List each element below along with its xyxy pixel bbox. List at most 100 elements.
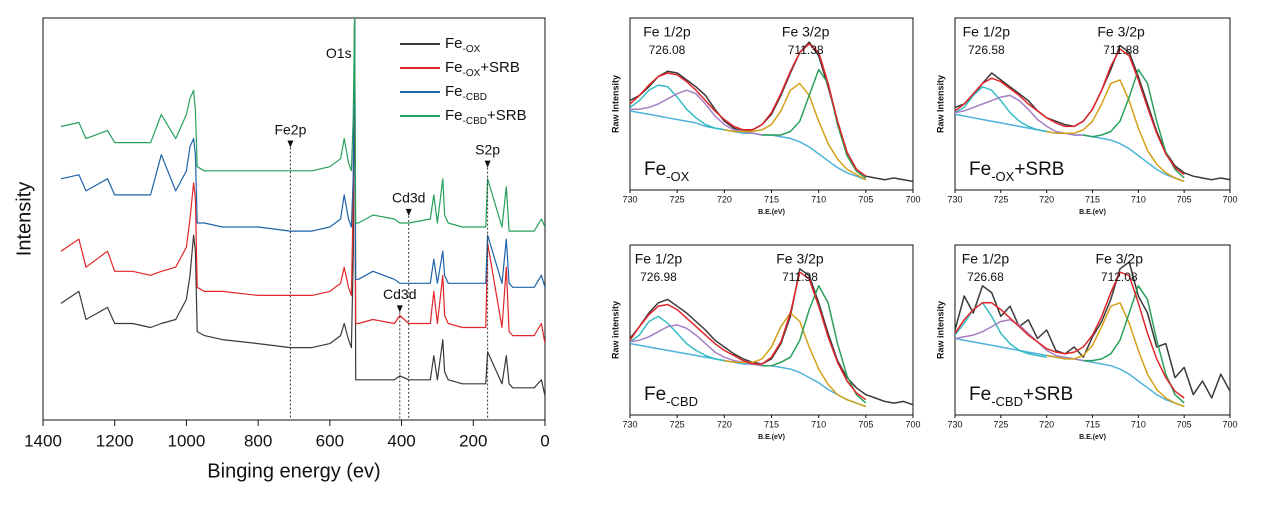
series-line xyxy=(630,315,725,362)
legend-label-suffix: +SRB xyxy=(487,107,527,124)
x-tick-label: 720 xyxy=(1039,194,1054,204)
legend-label-base: Fe xyxy=(445,107,463,124)
legend-label: Fe-CBD+SRB xyxy=(445,107,527,127)
x-tick-label: 600 xyxy=(316,431,344,450)
series-line xyxy=(955,44,1230,181)
y-axis-label: Intensity xyxy=(13,182,35,256)
legend-label: Fe-OX+SRB xyxy=(445,59,520,79)
x-tick-label: 705 xyxy=(858,194,873,204)
x-tick-label: 730 xyxy=(947,419,962,429)
x-tick-label: 0 xyxy=(540,431,549,450)
series-line xyxy=(630,110,867,181)
peak-value: 711.98 xyxy=(782,270,818,284)
x-tick-label: 710 xyxy=(811,419,826,429)
series-line xyxy=(1083,285,1185,404)
annotation: S2p xyxy=(475,141,500,157)
x-tick-label: 725 xyxy=(993,419,1008,429)
series-line xyxy=(955,271,1185,399)
x-tick-label: 715 xyxy=(1085,194,1100,204)
legend-label-base: Fe xyxy=(445,59,463,76)
legend-label-sub: -CBD xyxy=(463,116,487,127)
x-axis-label: B.E.(eV) xyxy=(1079,209,1106,216)
series-line xyxy=(955,94,1084,136)
x-tick-label: 705 xyxy=(1177,194,1192,204)
x-tick-label: 800 xyxy=(244,431,272,450)
annotation-arrow xyxy=(484,160,491,168)
x-tick-label: 705 xyxy=(858,419,873,429)
x-tick-label: 710 xyxy=(1131,194,1146,204)
series-line xyxy=(60,17,545,344)
peak-name: Fe 1/2p xyxy=(963,24,1011,40)
panel-label-suffix: +SRB xyxy=(1014,159,1064,180)
annotation: Cd3d xyxy=(392,190,425,206)
legend-label-base: Fe xyxy=(445,83,463,100)
x-tick-label: 700 xyxy=(1222,194,1237,204)
x-tick-label: 1000 xyxy=(168,431,206,450)
peak-value: 726.58 xyxy=(968,43,1005,57)
x-tick-label: 725 xyxy=(670,419,685,429)
x-tick-label: 730 xyxy=(947,194,962,204)
annotation: Cd3d xyxy=(383,286,416,302)
x-tick-label: 700 xyxy=(905,194,920,204)
series-line xyxy=(630,43,867,177)
x-tick-label: 715 xyxy=(764,419,779,429)
series-line xyxy=(60,17,545,397)
peak-value: 726.08 xyxy=(649,43,686,57)
x-tick-label: 725 xyxy=(993,194,1008,204)
series-line xyxy=(1046,302,1185,408)
panel-label-sub: -CBD xyxy=(991,394,1023,409)
panel-label-sub: -OX xyxy=(991,169,1014,184)
legend-label-sub: -CBD xyxy=(463,92,487,103)
x-tick-label: 720 xyxy=(1039,419,1054,429)
series-line xyxy=(630,271,867,401)
x-axis-label: B.E.(eV) xyxy=(758,434,785,441)
x-tick-label: 200 xyxy=(459,431,487,450)
peak-name: Fe 3/2p xyxy=(776,251,824,267)
panel-label: Fe-OX xyxy=(644,159,690,184)
x-tick-label: 720 xyxy=(717,194,732,204)
x-tick-label: 705 xyxy=(1177,419,1192,429)
series-line xyxy=(1046,79,1185,183)
series-line xyxy=(955,48,1185,176)
x-axis-label: B.E.(eV) xyxy=(1079,434,1106,441)
annotation: O1s xyxy=(326,45,352,61)
series-line xyxy=(955,319,1084,362)
series-line xyxy=(762,68,867,179)
peak-value: 712.08 xyxy=(1101,270,1138,284)
peak-name: Fe 3/2p xyxy=(1097,24,1145,40)
plot-frame xyxy=(42,17,546,421)
series-line xyxy=(630,268,913,406)
peak-name: Fe 1/2p xyxy=(643,24,691,40)
panel-label-sub: -CBD xyxy=(666,394,698,409)
x-tick-label: 715 xyxy=(1085,419,1100,429)
peak-name: Fe 1/2p xyxy=(962,251,1010,267)
x-tick-label: 1400 xyxy=(24,431,62,450)
series-line xyxy=(60,17,545,288)
series-line xyxy=(630,84,725,131)
legend-label-sub: -OX xyxy=(463,44,481,55)
legend-label-base: Fe xyxy=(445,35,463,52)
annotation-arrow xyxy=(396,305,403,313)
legend-label-suffix: +SRB xyxy=(480,59,520,76)
y-axis-label: Raw Intensity xyxy=(935,75,945,133)
y-axis-label: Raw intensity xyxy=(935,301,945,359)
series-line xyxy=(630,342,867,408)
panel-label: Fe-OX+SRB xyxy=(969,159,1064,184)
panel-label-sub: -OX xyxy=(666,169,689,184)
legend-label: Fe-CBD xyxy=(445,83,487,103)
peak-value: 711.38 xyxy=(788,43,824,57)
annotation: Fe2p xyxy=(274,121,306,137)
x-tick-label: 720 xyxy=(717,419,732,429)
peak-value: 726.68 xyxy=(967,270,1004,284)
x-tick-label: 715 xyxy=(764,194,779,204)
panel-label-suffix: +SRB xyxy=(1023,384,1073,405)
x-tick-label: 400 xyxy=(387,431,415,450)
x-tick-label: 730 xyxy=(622,194,637,204)
x-tick-label: 710 xyxy=(1131,419,1146,429)
peak-value: 711.88 xyxy=(1103,43,1139,57)
x-axis-label: B.E.(eV) xyxy=(758,209,785,216)
x-tick-label: 730 xyxy=(622,419,637,429)
series-line xyxy=(955,261,1230,399)
panel-label-base: Fe xyxy=(969,384,991,405)
